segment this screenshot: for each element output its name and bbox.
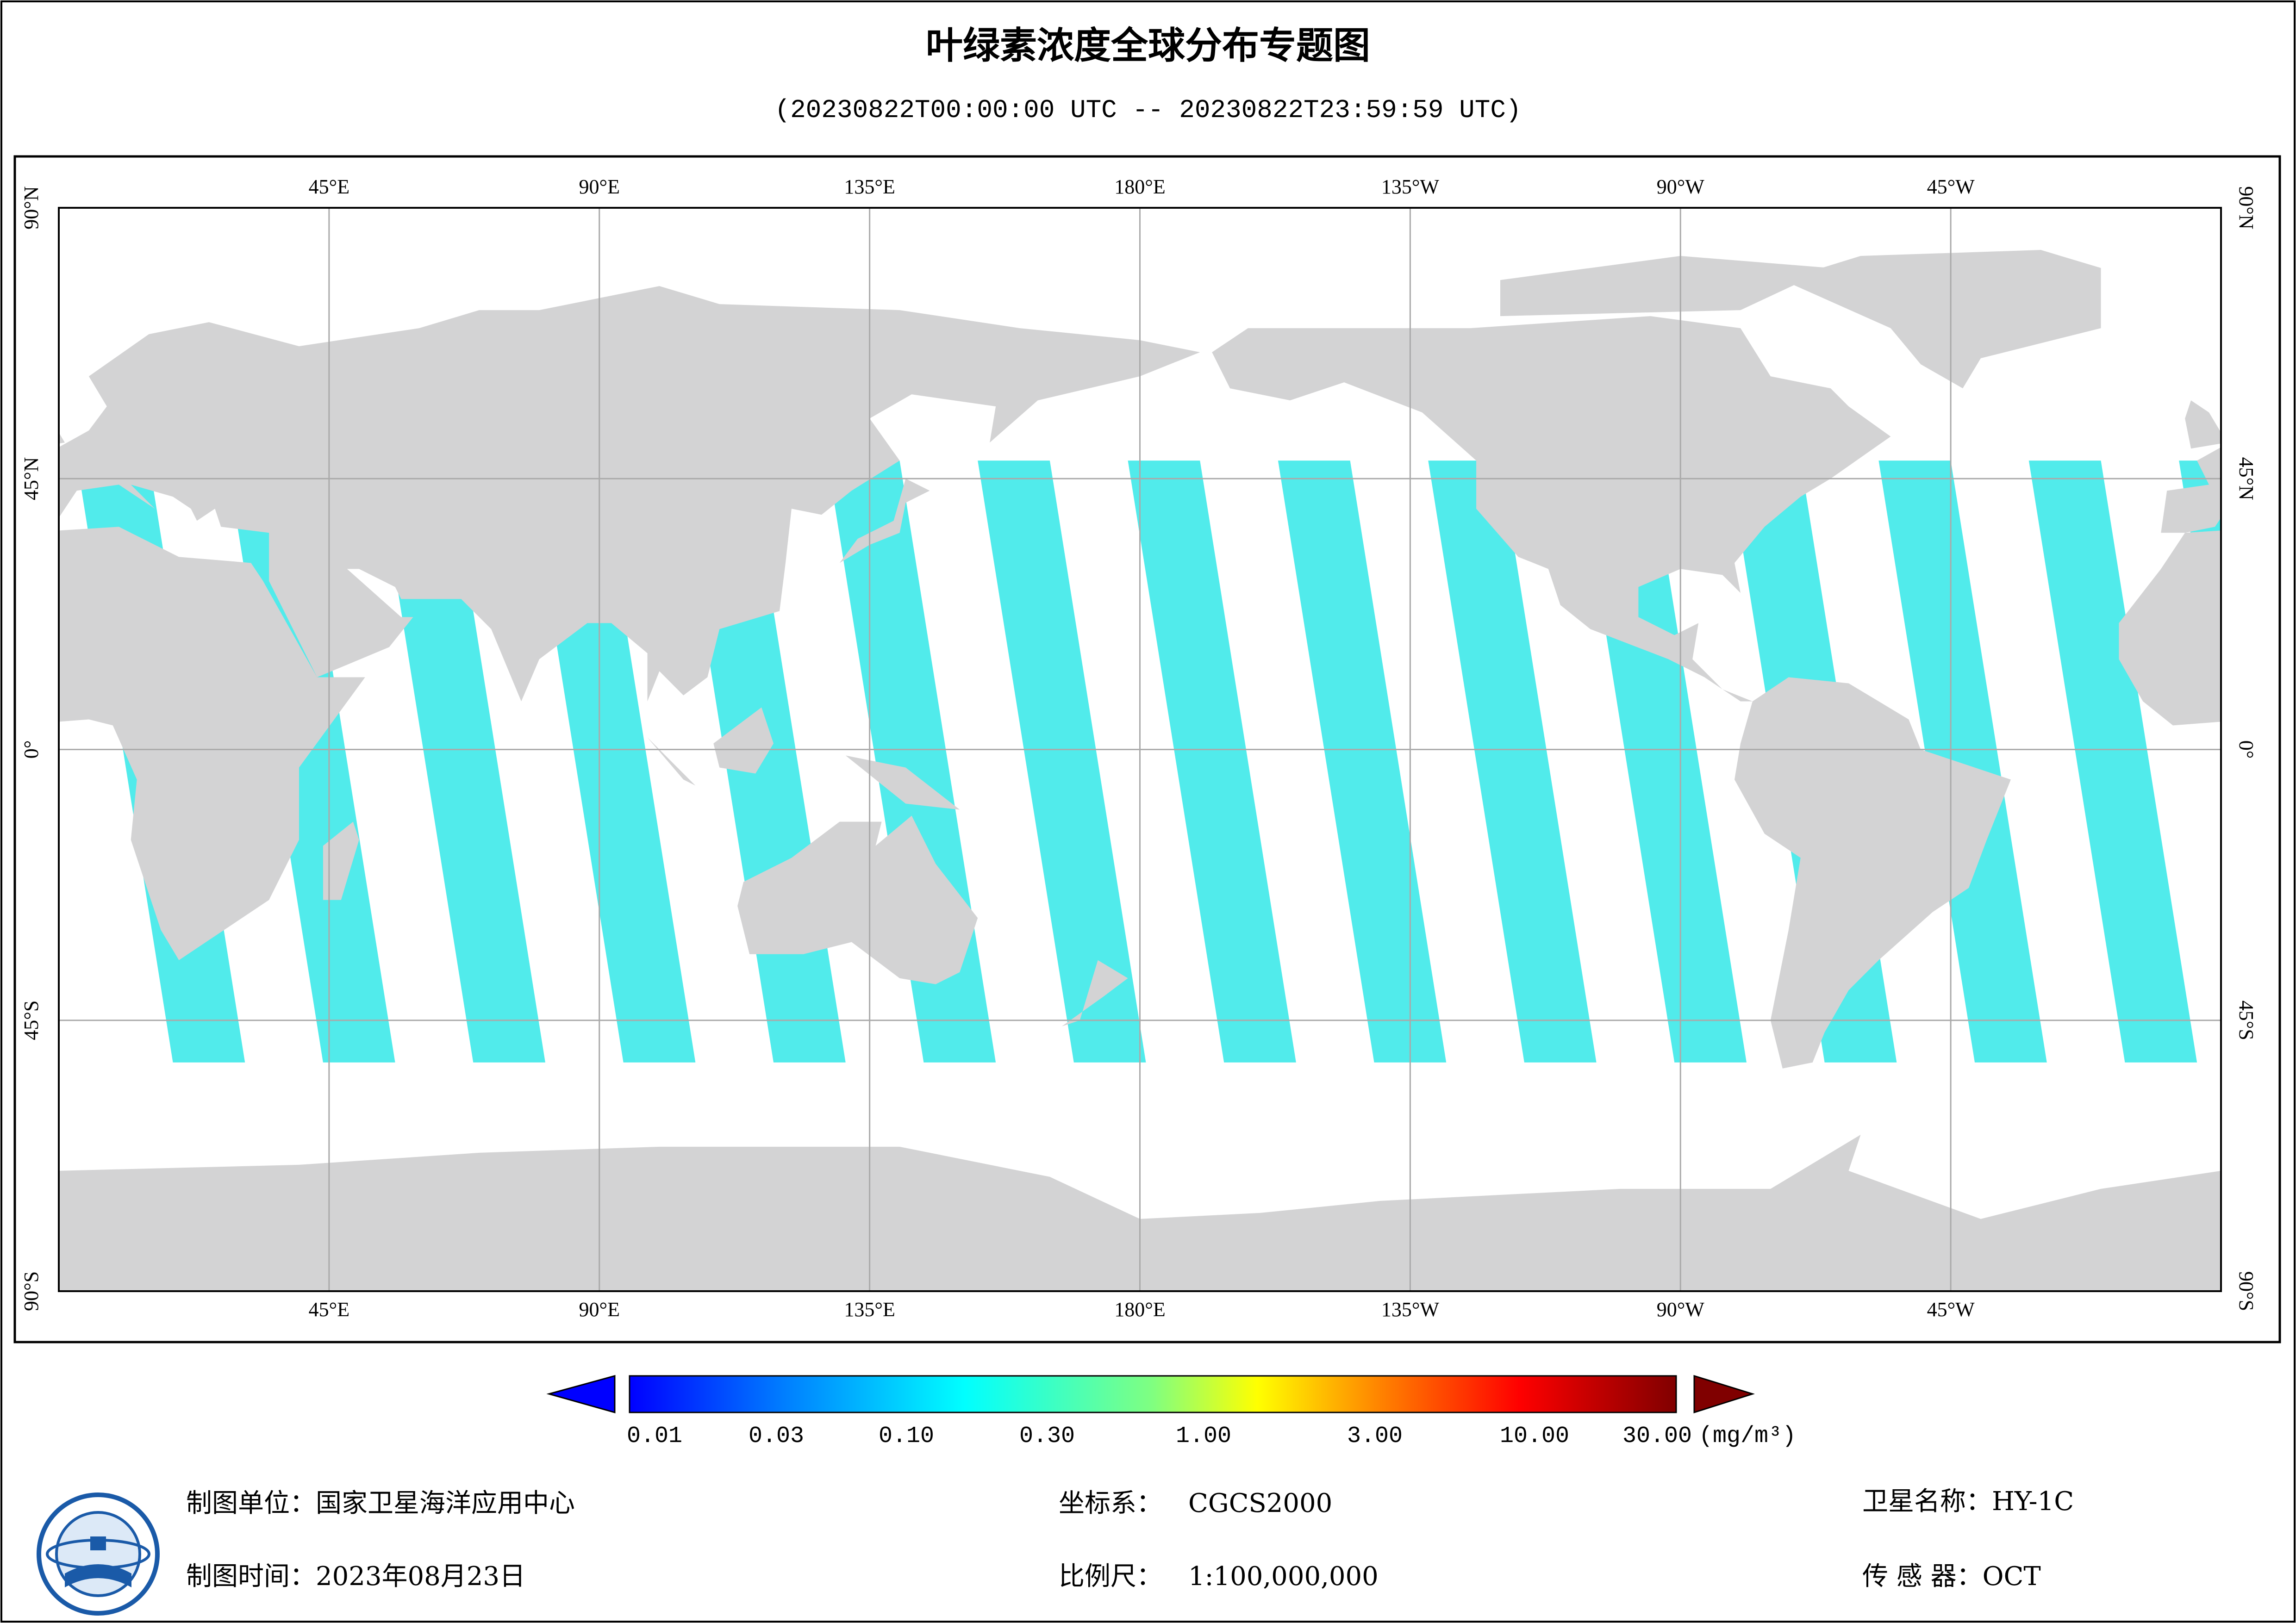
colorbar-tick-label: 3.00 — [1347, 1423, 1403, 1449]
footer-label: 坐标系： — [1059, 1488, 1162, 1518]
land — [59, 432, 65, 444]
lat-label-right: 45°S — [2235, 1001, 2258, 1040]
colorbar-tick-label: 0.10 — [879, 1423, 934, 1449]
lon-label-bottom: 90°W — [1657, 1298, 1705, 1321]
footer-label: 比例尺： — [1059, 1561, 1162, 1592]
lon-label-bottom: 90°E — [579, 1298, 620, 1321]
land — [2161, 447, 2221, 533]
land — [737, 815, 978, 984]
land — [1500, 256, 1831, 317]
data-swath — [377, 460, 545, 1063]
graticule-labels: 45°E 45°E 90°E 90°E 135°E 135°E 180°E 180°E 135°… — [20, 175, 2258, 1321]
colorbar-tick-label: 1.00 — [1176, 1423, 1231, 1449]
footer-value: CGCS2000 — [1188, 1488, 1332, 1518]
footer-item: 传 感 器：OCT — [1862, 1561, 2041, 1592]
lat-label-left: 90°S — [20, 1271, 43, 1311]
land — [2119, 530, 2221, 726]
colorbar — [629, 1375, 1677, 1413]
lat-label-left: 0° — [20, 740, 43, 759]
subtitle: (20230822T00:00:00 UTC -- 20230822T23:59… — [774, 95, 1521, 125]
footer-item: 卫星名称：HY-1C — [1862, 1486, 2074, 1517]
map-frame — [13, 155, 2281, 1343]
land — [323, 821, 359, 900]
lon-label-top: 90°E — [579, 175, 620, 198]
lon-label-bottom: 135°W — [1381, 1298, 1440, 1321]
footer-label: 卫星名称： — [1862, 1486, 1992, 1517]
lon-label-bottom: 45°E — [309, 1298, 349, 1321]
land — [1061, 960, 1128, 1026]
footer-item: 制图单位：国家卫星海洋应用中心 — [186, 1488, 575, 1518]
lon-label-top: 90°W — [1657, 175, 1705, 198]
colorbar-labels: 0.01 0.03 0.10 0.30 1.00 3.00 10.00 30.00 (mg/m³… — [627, 1423, 1796, 1449]
colorbar-tick-label: 0.01 — [627, 1423, 682, 1449]
data-swath — [1128, 460, 1296, 1063]
lat-label-left: 90°N — [20, 186, 43, 229]
footer-item: 坐标系： CGCS2000 — [1059, 1488, 1332, 1518]
title: 叶绿素浓度全球分布专题图 — [926, 24, 1370, 67]
footer-label: 制图时间： — [186, 1561, 316, 1592]
footer-value: HY-1C — [1992, 1486, 2074, 1517]
lon-label-top: 45°E — [309, 175, 349, 198]
lat-label-right: 90°N — [2235, 186, 2258, 229]
data-swath — [1278, 460, 1447, 1063]
data-swath — [1428, 460, 1597, 1063]
land — [2185, 400, 2221, 449]
footer-label: 传 感 器： — [1862, 1561, 1983, 1592]
footer-item: 制图时间：2023年08月23日 — [186, 1561, 525, 1592]
lon-label-bottom: 180°E — [1114, 1298, 1165, 1321]
footer-value: OCT — [1983, 1561, 2041, 1592]
land — [1734, 677, 2011, 1069]
lon-label-bottom: 45°W — [1927, 1298, 1975, 1321]
land — [839, 479, 930, 563]
data-swath — [978, 460, 1146, 1063]
colorbar-unit: (mg/m³) — [1699, 1423, 1796, 1449]
lat-label-left: 45°N — [20, 457, 43, 500]
land — [845, 755, 960, 810]
land — [59, 286, 1200, 702]
colorbar-tick-label: 0.30 — [1019, 1423, 1075, 1449]
land — [713, 707, 774, 774]
colorbar-tick-label: 10.00 — [1500, 1423, 1569, 1449]
lat-label-right: 90°S — [2235, 1271, 2258, 1311]
colorbar-over — [1693, 1374, 1755, 1414]
logo — [37, 1492, 160, 1616]
land — [1782, 250, 2101, 389]
lon-label-top: 180°E — [1114, 175, 1165, 198]
land — [629, 719, 696, 786]
lon-label-top: 45°W — [1927, 175, 1975, 198]
footer-value: 国家卫星海洋应用中心 — [316, 1488, 575, 1518]
footer-label: 制图单位： — [186, 1488, 316, 1518]
data-swath — [2028, 460, 2197, 1063]
lat-label-right: 0° — [2235, 740, 2258, 759]
lat-label-right: 45°N — [2235, 457, 2258, 500]
lat-label-left: 45°S — [20, 1001, 43, 1040]
footer-value: 1:100,000,000 — [1188, 1561, 1379, 1592]
colorbar-tick-label: 0.03 — [749, 1423, 804, 1449]
footer-item: 比例尺： 1:100,000,000 — [1059, 1561, 1379, 1592]
lon-label-top: 135°W — [1381, 175, 1440, 198]
map-border — [58, 207, 2222, 1292]
colorbar-under — [546, 1375, 616, 1413]
footer-value: 2023年08月23日 — [316, 1561, 525, 1592]
land — [1212, 316, 1891, 702]
data-swath — [1878, 460, 2047, 1063]
land — [59, 527, 365, 960]
colorbar-tick-label: 30.00 — [1622, 1423, 1692, 1449]
map — [59, 208, 2221, 1291]
lon-label-top: 135°E — [844, 175, 895, 198]
lon-label-bottom: 135°E — [844, 1298, 895, 1321]
